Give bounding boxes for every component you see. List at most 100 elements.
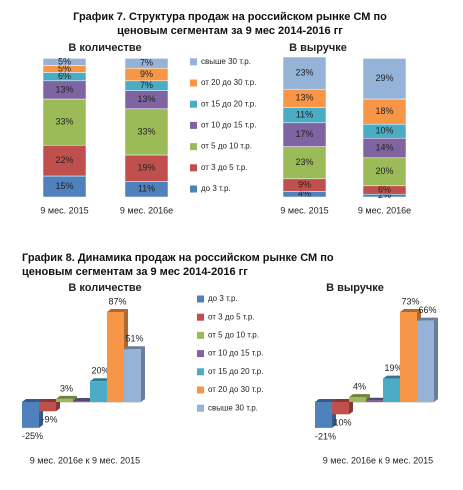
legend-label: от 15 до 20 т.р. [208,367,263,376]
data-label: 4% [353,381,366,391]
legend-swatch [190,185,197,193]
legend-swatch [190,79,197,87]
bar [90,381,107,402]
legend-label: от 20 до 30 т.р. [208,385,263,394]
bar-top [332,399,353,402]
bar [39,402,56,412]
data-label: -25% [22,431,43,441]
bar-segment [282,146,327,180]
data-label: 5% [58,56,71,66]
panel-subtitle: В количестве [68,282,141,294]
data-label: 6% [58,71,71,81]
bar-segment [42,98,87,146]
bar-segment [282,56,327,90]
bar-top [315,399,336,402]
bar-side [56,399,60,412]
bar-top [39,399,60,402]
data-label: 29% [375,73,393,83]
legend-swatch [197,386,204,394]
data-label: 10% [333,418,351,428]
bar [349,397,366,402]
legend-swatch [197,350,204,358]
bar-segment [362,157,407,187]
data-label: 73% [401,296,419,306]
legend-label: от 5 до 10 т.р. [208,331,259,340]
legend-swatch [190,143,197,151]
bar [417,320,434,402]
data-label: 14% [375,142,393,152]
legend-label: от 3 до 5 т.р. [201,163,248,172]
bar-segment [362,98,407,125]
legend-swatch [190,100,197,108]
legend-label: до 3 т.р. [201,184,231,193]
panel-subtitle: В выручке [289,42,347,54]
legend-label: до 3 т.р. [208,294,238,303]
data-label: 13% [55,84,73,94]
bar-top [22,399,43,402]
legend-swatch [197,295,204,303]
bar-top [349,394,370,398]
bar-segment [42,58,87,66]
bar [107,312,124,402]
bar-top [383,375,404,379]
bar-segment [362,58,407,100]
data-label: 15% [55,181,73,191]
bar-top [124,346,145,350]
legend-swatch [197,368,204,376]
bar-top [56,395,77,399]
legend-swatch [197,331,204,339]
data-label: 20% [91,366,109,376]
data-label: 51% [125,334,143,344]
bar-top [417,317,438,321]
data-label: 9% [140,69,153,79]
data-label: 4% [298,189,311,199]
bar-segment [124,108,169,156]
bar-top [90,378,111,382]
data-label: 18% [375,106,393,116]
data-label: 13% [137,94,155,104]
panel-subtitle: В выручке [326,282,384,294]
x-tick-label: 9 мес. 2015 [40,205,88,215]
legend-swatch [190,58,197,66]
bar-segment [124,58,169,69]
panel-subtitle: В количестве [68,42,141,54]
legend-label: от 3 до 5 т.р. [208,312,255,321]
data-label: 7% [140,58,153,68]
bar-top [107,309,128,312]
legend-label: от 5 до 10 т.р. [201,142,252,151]
data-label: 7% [140,80,153,90]
legend-label: свыше 30 т.р. [208,403,258,412]
bar [22,402,39,428]
data-label: 87% [108,296,126,306]
legend-label: от 15 до 20 т.р. [201,99,256,108]
data-label: 66% [418,305,436,315]
data-label: 10% [375,126,393,136]
bar [332,402,349,415]
chart-title: График 7. Структура продаж на российском… [73,11,387,37]
data-label: 11% [138,184,155,194]
data-label: 2% [378,190,391,200]
data-label: 22% [55,155,73,165]
x-tick-label: 9 мес. 2016е [358,205,411,215]
data-label: 9% [298,179,311,189]
legend-swatch [190,164,197,172]
bar [315,402,332,428]
bar-top [400,309,421,312]
bar-side [141,346,145,402]
data-label: 3% [60,383,73,393]
data-label: 33% [137,126,155,136]
data-label: -21% [315,431,336,441]
bar [56,398,73,402]
legend-label: свыше 30 т.р. [201,57,251,66]
data-label: 33% [55,116,73,126]
legend-swatch [190,121,197,129]
x-tick-label: 9 мес. 2016е к 9 мес. 2015 [323,455,433,465]
x-tick-label: 9 мес. 2016е к 9 мес. 2015 [30,455,140,465]
data-label: 6% [378,184,391,194]
data-label: 23% [295,157,313,167]
legend-label: от 20 до 30 т.р. [201,78,256,87]
data-label: 19% [384,363,402,373]
data-label: 5% [58,63,71,73]
